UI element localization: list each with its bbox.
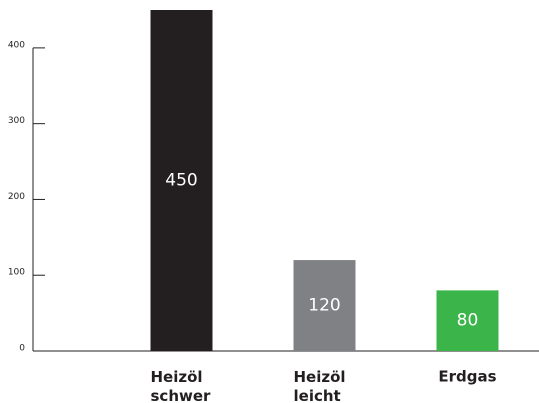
x-tick-label: Heizöl leicht [294,368,346,403]
y-tick-label: 400 [8,40,25,50]
y-tick-label: 0 [19,344,25,354]
bar [436,290,499,351]
value-label: 450 [165,171,197,191]
value-label: 80 [457,311,479,331]
y-tick-label: 200 [8,192,25,202]
y-tick-label: 100 [8,268,25,278]
x-tick-label: Erdgas [438,368,496,386]
bar [293,260,356,351]
y-tick-label: 300 [8,116,25,126]
bar [150,10,213,351]
value-label: 120 [308,296,340,316]
x-tick-label: Heizöl schwer [151,368,212,403]
